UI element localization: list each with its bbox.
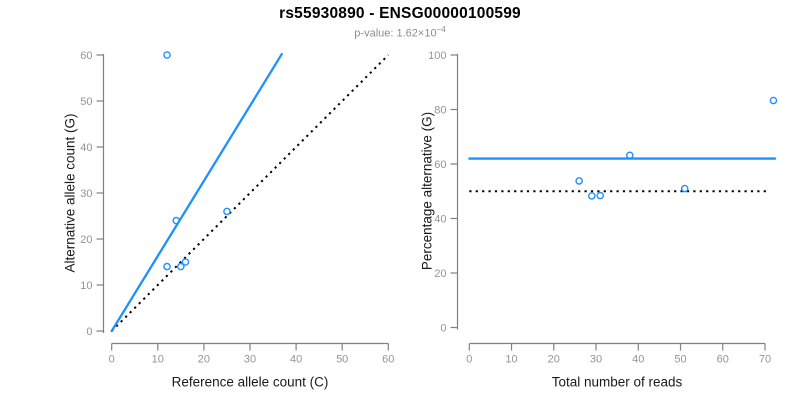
y-tick-label: 60 [80,50,92,62]
data-point [163,262,171,271]
x-tick-label: 0 [466,354,472,366]
right-y-axis-title: Percentage alternative (G) [419,111,435,271]
x-tick-label: 40 [290,354,302,366]
data-point [575,177,583,185]
y-tick-label: 0 [86,326,92,338]
x-tick-label: 50 [674,354,686,366]
y-tick-label: 30 [80,188,92,200]
y-tick-label: 40 [434,214,446,226]
y-tick-label: 60 [434,159,446,171]
y-tick-label: 0 [440,323,446,335]
p-value-subtitle: p-value: 1.62×10−4 [0,25,800,40]
data-point [596,191,605,200]
y-tick-label: 80 [434,105,446,117]
right-x-axis-title: Total number of reads [551,374,683,390]
p-value-text: p-value: 1.62×10 [354,27,437,40]
x-tick-label: 70 [759,354,771,366]
y-tick-label: 50 [80,96,92,108]
x-tick-label: 20 [548,354,560,366]
data-point [177,262,185,271]
x-tick-label: 10 [505,354,517,366]
y-tick-label: 10 [80,280,92,292]
identity-line [110,54,390,332]
x-tick-label: 40 [632,354,644,366]
x-tick-label: 10 [152,354,164,366]
y-tick-label: 100 [428,50,446,62]
x-tick-label: 30 [590,354,602,366]
data-point [587,192,596,200]
data-point [680,184,689,193]
x-tick-label: 0 [109,354,115,366]
y-tick-label: 20 [434,268,446,280]
data-point [626,151,634,160]
p-value-exponent: −4 [436,25,446,34]
left-x-axis-title: Reference allele count (C) [171,374,329,390]
data-point [181,258,190,266]
data-point [163,51,171,59]
x-tick-label: 20 [198,354,210,366]
x-tick-label: 60 [382,354,394,366]
data-point [172,216,181,225]
data-point [769,96,778,105]
fit-line [110,52,283,333]
data-point [223,207,231,216]
y-tick-label: 20 [80,234,92,246]
x-tick-label: 30 [244,354,256,366]
page-title: rs55930890 - ENSG00000100599 [279,5,521,22]
left-y-axis-title: Alternative allele count (G) [62,113,78,273]
x-tick-label: 50 [336,354,348,366]
x-tick-label: 60 [717,354,729,366]
y-tick-label: 40 [80,142,92,154]
